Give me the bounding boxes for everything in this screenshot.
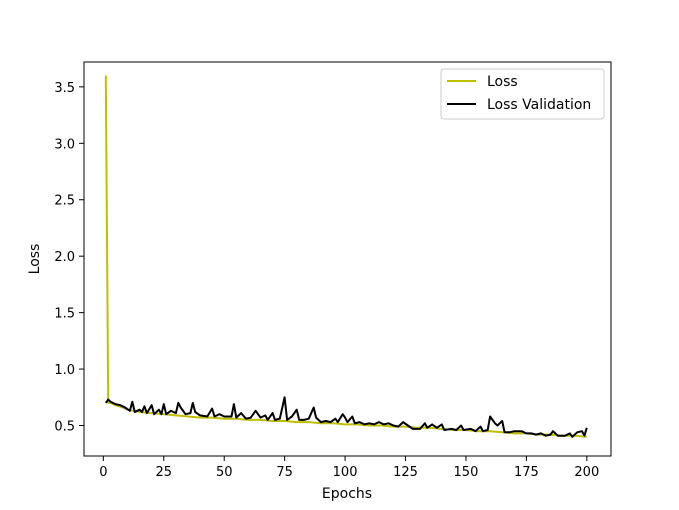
legend-label-loss-validation: Loss Validation (487, 97, 591, 113)
y-tick-label: 1.0 (54, 363, 75, 378)
y-tick-label: 3.0 (54, 137, 75, 152)
y-tick-label: 1.5 (54, 307, 75, 322)
x-tick-label: 175 (514, 465, 539, 480)
x-tick-label: 125 (393, 465, 418, 480)
legend-label-loss: Loss (487, 74, 518, 90)
x-axis-label: Epochs (322, 486, 372, 502)
legend-box (440, 68, 605, 120)
y-tick-label: 2.0 (54, 250, 75, 265)
x-tick-label: 200 (574, 465, 599, 480)
x-tick-label: 150 (454, 465, 479, 480)
plot-frame (83, 61, 612, 457)
legend: Loss Loss Validation (440, 68, 605, 120)
plot-area (84, 62, 611, 456)
x-tick-label: 50 (216, 465, 233, 480)
x-tick-label: 75 (276, 465, 293, 480)
y-tick-label: 3.5 (54, 81, 75, 96)
x-axis: 0 25 50 75 100 125 150 175 200 (99, 456, 599, 480)
y-axis-label: Loss (27, 244, 43, 275)
y-tick-label: 0.5 (54, 420, 75, 435)
y-tick-label: 2.5 (54, 194, 75, 209)
y-axis: 0.5 1.0 1.5 2.0 2.5 3.0 3.5 (54, 81, 84, 435)
x-tick-label: 0 (99, 465, 107, 480)
x-tick-label: 100 (333, 465, 358, 480)
x-tick-label: 25 (156, 465, 173, 480)
series-layer (104, 75, 588, 438)
series-line-loss-validation (104, 396, 588, 438)
